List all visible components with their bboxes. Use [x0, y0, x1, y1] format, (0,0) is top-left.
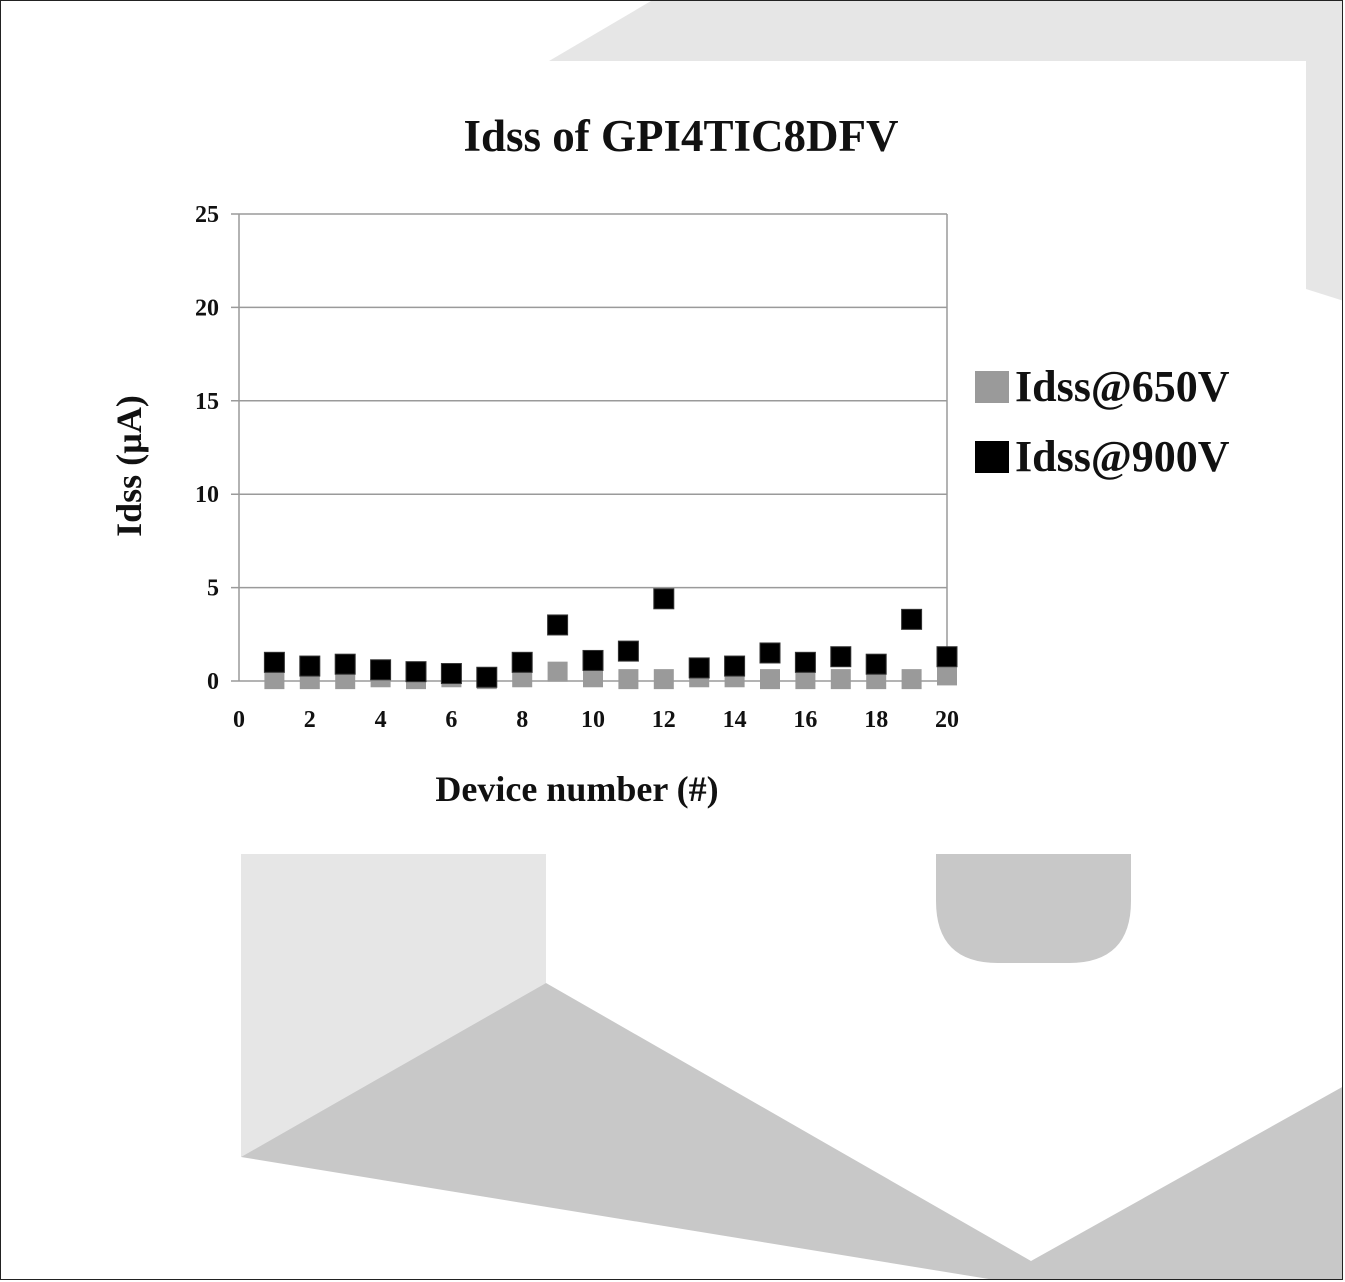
data-point [370, 659, 392, 681]
data-point [440, 663, 462, 685]
y-axis-ticks: 0 5 10 15 20 25 [195, 202, 219, 695]
data-point [334, 653, 356, 675]
data-point [583, 667, 603, 688]
data-point [547, 661, 568, 682]
data-point [511, 651, 533, 673]
data-point [795, 669, 816, 690]
legend-item: Idss@650V [975, 362, 1230, 411]
y-tick-label: 5 [207, 576, 219, 602]
data-point [653, 588, 675, 610]
data-point [618, 669, 639, 690]
x-tick-label: 4 [375, 707, 387, 733]
y-axis-label: Idss (µA) [109, 395, 149, 537]
data-point [299, 655, 321, 677]
data-point [936, 646, 958, 668]
series-2 [263, 588, 958, 688]
data-point [582, 649, 604, 671]
x-tick-label: 16 [793, 707, 817, 733]
data-point [263, 651, 285, 673]
y-tick-label: 20 [195, 295, 219, 321]
data-point [476, 666, 498, 688]
data-point [901, 669, 922, 690]
legend-swatch [975, 441, 1009, 473]
data-point [865, 653, 887, 675]
chart-title: Idss of GPI4TIC8DFV [463, 111, 898, 161]
x-tick-label: 20 [935, 707, 959, 733]
x-axis-ticks: 0 2 4 6 8 10 12 14 16 18 20 [233, 707, 959, 733]
data-point [759, 642, 781, 664]
data-point [794, 651, 816, 673]
x-tick-label: 12 [652, 707, 676, 733]
y-tick-label: 0 [207, 669, 219, 695]
legend-label: Idss@900V [1015, 432, 1230, 481]
data-points [263, 588, 958, 690]
legend-label: Idss@650V [1015, 362, 1230, 411]
data-point [688, 657, 710, 679]
bg-top-band [549, 1, 1342, 301]
data-point [653, 669, 674, 690]
bg-left-panel [241, 854, 546, 1157]
data-point [830, 646, 852, 668]
data-point [760, 669, 780, 690]
y-tick-label: 10 [195, 482, 219, 508]
legend-item: Idss@900V [975, 432, 1230, 481]
y-tick-label: 15 [195, 389, 219, 415]
data-point [617, 640, 639, 662]
x-tick-label: 8 [516, 707, 528, 733]
x-axis-label: Device number (#) [435, 769, 718, 809]
plot-background [186, 181, 986, 741]
background-decoration [241, 1, 1342, 1279]
data-point [724, 655, 746, 677]
x-tick-label: 2 [304, 707, 316, 733]
x-tick-label: 18 [864, 707, 888, 733]
y-tick-label: 25 [195, 202, 219, 228]
data-point [264, 669, 285, 690]
legend-swatch [975, 371, 1009, 403]
data-point [405, 661, 427, 683]
legend: Idss@650V Idss@900V [975, 362, 1230, 481]
grid [231, 213, 947, 682]
bg-rounded-block [936, 854, 1131, 963]
bg-bottom-band [241, 983, 1342, 1279]
x-tick-label: 14 [723, 707, 747, 733]
data-point [830, 669, 851, 690]
data-point [937, 665, 957, 686]
x-tick-label: 6 [445, 707, 457, 733]
data-point [901, 608, 923, 630]
axes [238, 214, 948, 681]
x-tick-label: 0 [233, 707, 245, 733]
data-point [547, 614, 569, 636]
x-tick-label: 10 [581, 707, 605, 733]
